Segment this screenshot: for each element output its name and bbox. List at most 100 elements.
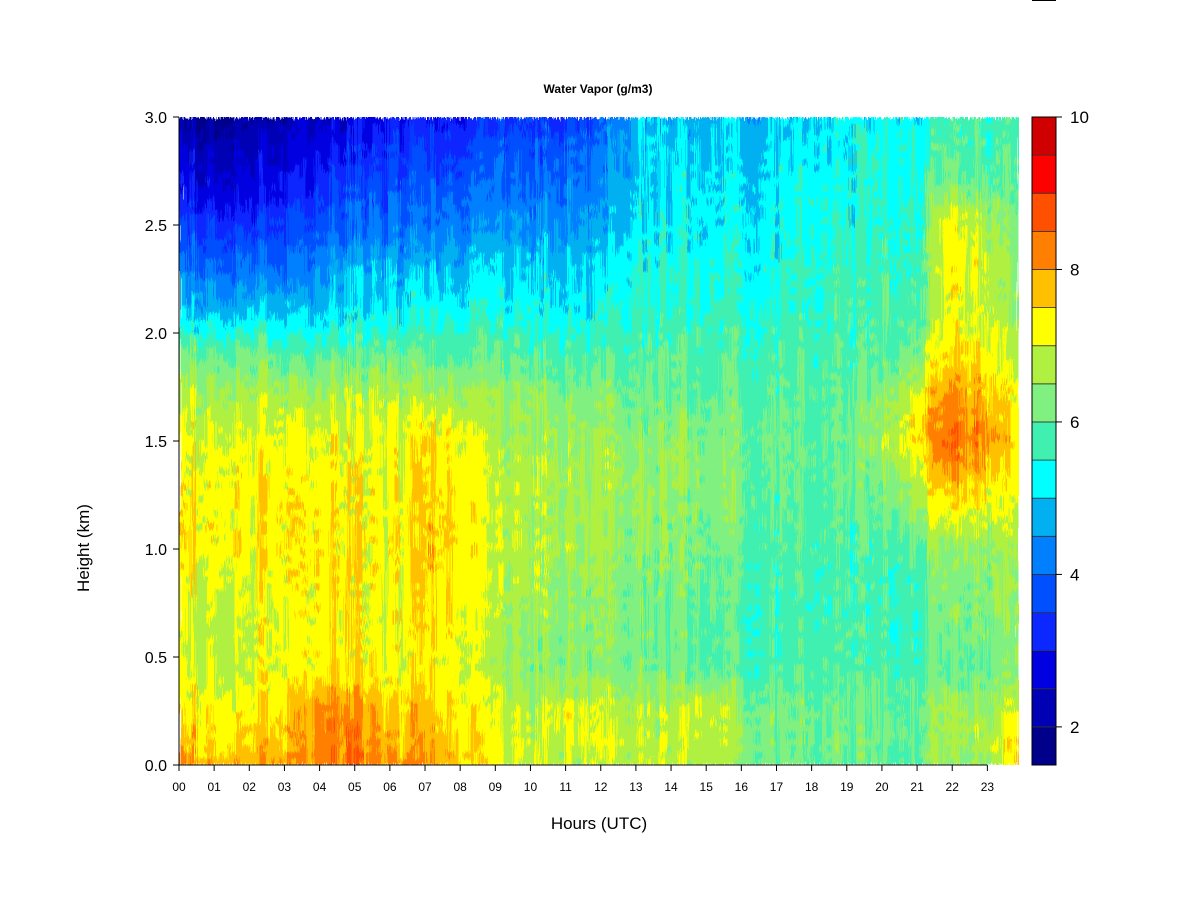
heatmap-cell <box>303 326 308 334</box>
heatmap-cell <box>307 204 312 213</box>
heatmap-cell <box>215 272 220 280</box>
heatmap-cell <box>359 231 364 240</box>
heatmap-cell <box>207 204 212 213</box>
heatmap-cell <box>203 198 208 206</box>
heatmap-cell <box>371 360 376 368</box>
heatmap-cell <box>311 144 316 152</box>
heatmap-cell <box>335 339 340 348</box>
heatmap-cell <box>351 630 356 638</box>
heatmap-cell <box>287 252 292 260</box>
heatmap-cell <box>227 312 232 321</box>
heatmap-cell <box>323 144 328 152</box>
heatmap-cell <box>367 670 372 678</box>
heatmap-cell <box>195 333 200 341</box>
heatmap-cell <box>375 636 380 645</box>
heatmap-cell <box>367 272 372 280</box>
heatmap-cell <box>359 150 364 159</box>
heatmap-cell <box>199 495 204 503</box>
heatmap-cell <box>231 474 236 483</box>
heatmap-cell <box>367 522 372 530</box>
heatmap-cell <box>295 663 300 672</box>
heatmap-cell <box>195 501 200 510</box>
heatmap-cell <box>231 751 236 759</box>
heatmap-cell <box>283 522 288 530</box>
heatmap-cell <box>251 724 256 732</box>
heatmap-cell <box>335 285 340 294</box>
heatmap-cell <box>239 562 244 570</box>
heatmap-cell <box>299 177 304 186</box>
heatmap-cell <box>267 663 272 672</box>
heatmap-cell <box>343 312 348 321</box>
heatmap-cell <box>323 454 328 462</box>
heatmap-cell <box>235 528 240 537</box>
heatmap-cell <box>247 501 252 510</box>
heatmap-cell <box>267 495 272 503</box>
heatmap-cell <box>351 252 356 260</box>
heatmap-cell <box>311 744 316 753</box>
heatmap-cell <box>335 373 340 381</box>
heatmap-cell <box>187 670 192 678</box>
heatmap-cell <box>259 252 264 260</box>
heatmap-cell <box>375 758 380 765</box>
heatmap-cell <box>243 751 248 759</box>
heatmap-cell <box>207 164 212 172</box>
heatmap-cell <box>243 609 248 618</box>
heatmap-cell <box>311 373 316 381</box>
heatmap-cell <box>287 434 292 442</box>
heatmap-cell <box>211 117 216 125</box>
heatmap-cell <box>207 447 212 456</box>
heatmap-cell <box>283 738 288 746</box>
heatmap-cell <box>359 657 364 665</box>
heatmap-cell <box>371 501 376 510</box>
heatmap-cell <box>351 144 356 152</box>
heatmap-cell <box>295 731 300 739</box>
heatmap-cell <box>191 495 196 503</box>
heatmap-cell <box>359 164 364 172</box>
heatmap-cell <box>375 407 380 415</box>
heatmap-cell <box>271 177 276 186</box>
heatmap-cell <box>307 245 312 253</box>
heatmap-cell <box>383 690 388 699</box>
heatmap-cell <box>223 366 228 375</box>
heatmap-cell <box>187 225 192 233</box>
heatmap-cell <box>319 339 324 348</box>
heatmap-cell <box>267 744 272 753</box>
heatmap-cell <box>287 333 292 341</box>
heatmap-cell <box>339 407 344 415</box>
heatmap-cell <box>283 306 288 314</box>
heatmap-cell <box>279 515 284 523</box>
heatmap-cell <box>327 137 332 145</box>
heatmap-cell <box>291 434 296 442</box>
heatmap-cell <box>207 744 212 753</box>
heatmap-cell <box>279 744 284 753</box>
heatmap-cell <box>311 663 316 672</box>
heatmap-cell <box>203 663 208 672</box>
heatmap-cell <box>351 454 356 462</box>
heatmap-cell <box>263 346 268 354</box>
heatmap-cell <box>367 258 372 267</box>
heatmap-cell <box>351 184 356 192</box>
heatmap-cell <box>215 258 220 267</box>
heatmap-cell <box>339 582 344 591</box>
heatmap-cell <box>379 299 384 307</box>
heatmap-cell <box>315 150 320 159</box>
heatmap-cell <box>271 515 276 523</box>
heatmap-cell <box>331 441 336 449</box>
heatmap-cell <box>327 333 332 341</box>
heatmap-cell <box>251 447 256 456</box>
heatmap-cell <box>271 312 276 321</box>
heatmap-cell <box>343 339 348 348</box>
heatmap-cell <box>339 198 344 206</box>
heatmap-cell <box>259 299 264 307</box>
heatmap-cell <box>291 360 296 368</box>
heatmap-cell <box>335 117 340 125</box>
heatmap-cell <box>195 137 200 145</box>
heatmap-cell <box>355 204 360 213</box>
heatmap-cell <box>235 751 240 759</box>
heatmap-cell <box>319 225 324 233</box>
heatmap-cell <box>183 312 188 321</box>
heatmap-cell <box>323 306 328 314</box>
heatmap-cell <box>199 508 204 516</box>
heatmap-cell <box>243 339 248 348</box>
heatmap-cell <box>339 495 344 503</box>
